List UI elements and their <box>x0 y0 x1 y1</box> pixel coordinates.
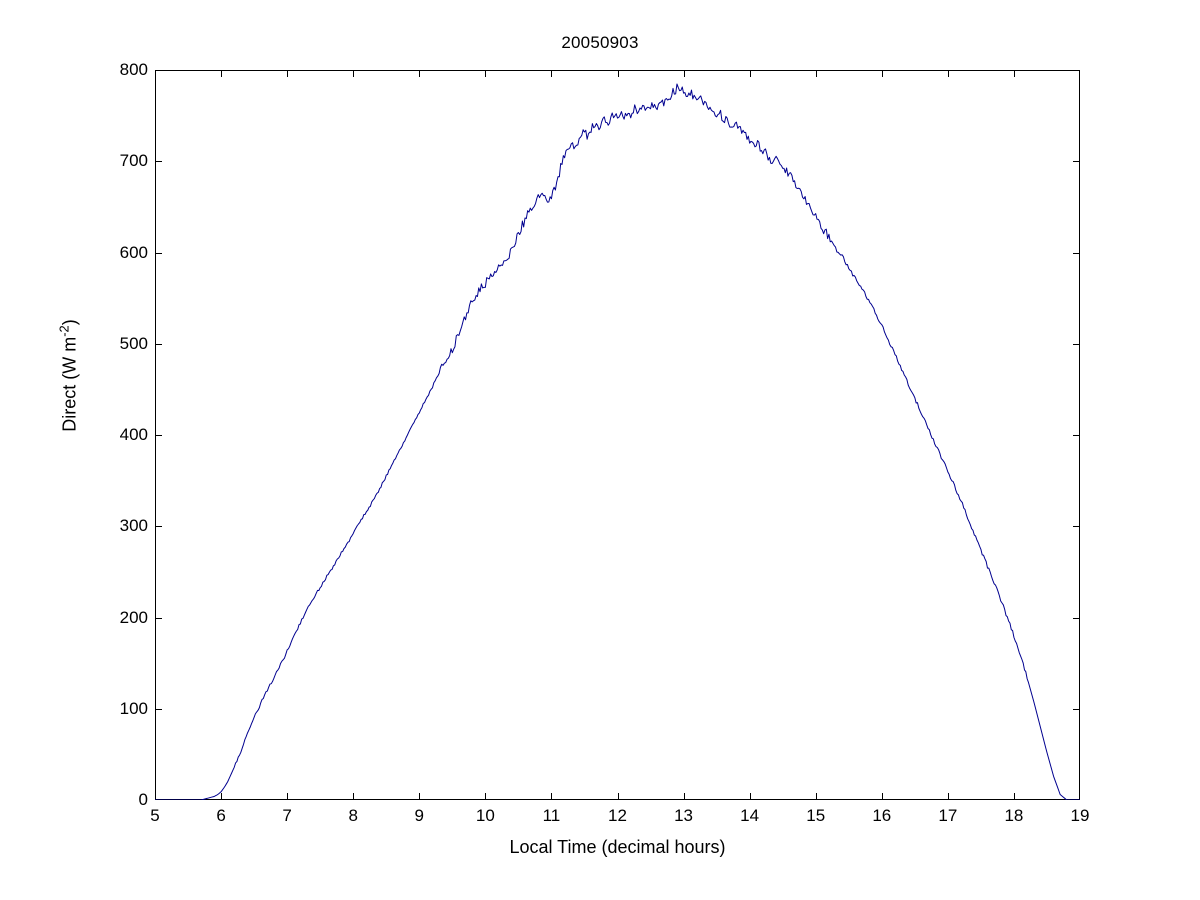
y-tick-label: 600 <box>119 242 148 262</box>
x-tick-label: 6 <box>216 806 226 825</box>
y-tick-label: 100 <box>119 698 148 718</box>
y-tick-label: 500 <box>119 333 148 353</box>
tick-marks-group <box>155 70 1080 800</box>
y-tick-label: 200 <box>119 607 148 627</box>
x-tick-label: 8 <box>348 806 358 825</box>
y-tick-label: 0 <box>138 790 148 809</box>
x-tick-label: 7 <box>282 806 292 825</box>
x-tick-label: 17 <box>938 806 958 825</box>
x-tick-label: 13 <box>674 806 694 825</box>
chart-title: 20050903 <box>561 33 639 52</box>
axes-border <box>155 70 1080 800</box>
y-tick-label: 800 <box>119 60 148 79</box>
x-tick-label: 11 <box>542 806 561 825</box>
data-line-direct <box>155 83 1080 800</box>
x-tick-label: 16 <box>872 806 892 825</box>
plot-area <box>155 70 1080 800</box>
x-tick-label: 12 <box>608 806 627 825</box>
x-axis-label: Local Time (decimal hours) <box>509 837 726 857</box>
x-tick-label: 18 <box>1004 806 1024 825</box>
y-tick-label: 300 <box>119 516 148 536</box>
x-tick-label: 14 <box>740 806 760 825</box>
axes-and-data-svg <box>155 70 1080 800</box>
plot-box-frame <box>155 70 1080 800</box>
y-tick-label: 700 <box>119 151 148 171</box>
x-tick-label-group: 5 6 7 8 9 10 11 12 13 14 15 16 17 18 19 <box>150 806 1089 832</box>
x-tick-label: 5 <box>150 806 160 825</box>
x-tick-label: 15 <box>806 806 826 825</box>
y-tick-label-group: 0 100 200 300 400 500 600 700 800 <box>60 60 148 809</box>
x-tick-label: 19 <box>1070 806 1090 825</box>
y-tick-label: 400 <box>119 425 148 444</box>
x-tick-label: 9 <box>414 806 425 825</box>
data-series-group <box>155 83 1080 800</box>
x-tick-label: 10 <box>475 806 495 825</box>
